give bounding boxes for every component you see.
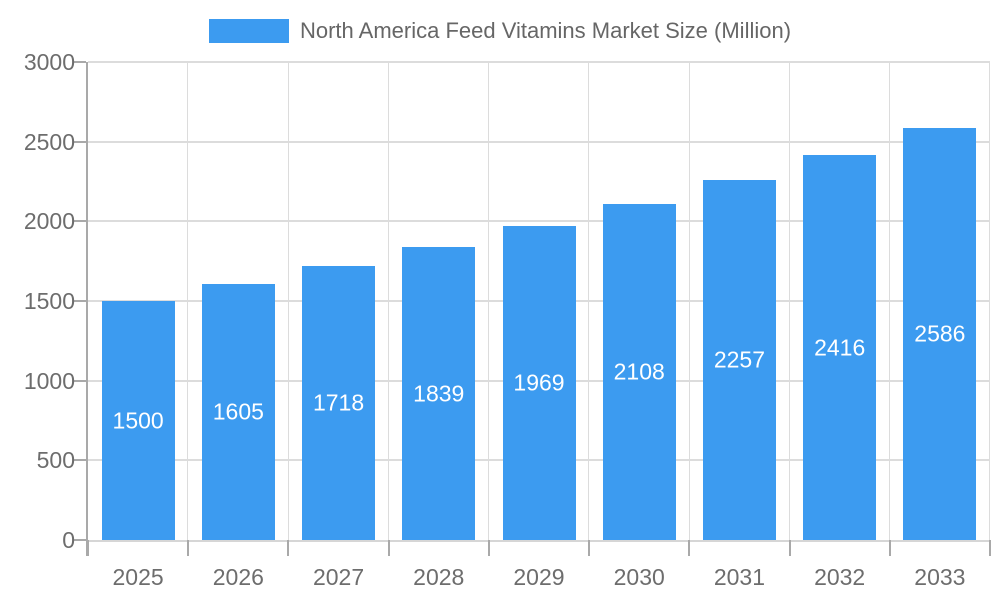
x-tick-label: 2028: [413, 564, 465, 590]
v-gridline: [287, 62, 289, 540]
plot-area: 0 500 1000 1500 2000 2500 3000 1500 2025 1605 2026…: [24, 49, 991, 590]
bar-2028[interactable]: 1839: [402, 247, 476, 540]
bar-value-label: 2586: [914, 320, 966, 347]
bar-value-label: 1500: [112, 407, 164, 433]
bar-value-label: 2108: [613, 358, 665, 385]
h-gridline: [88, 220, 990, 223]
bar-2029[interactable]: 1969: [502, 226, 576, 540]
x-tick-label: 2033: [914, 564, 966, 590]
bar-2032[interactable]: 2416: [803, 155, 877, 540]
x-tick-label: 2031: [713, 564, 766, 590]
x-tick: [87, 540, 89, 556]
chart-legend[interactable]: North America Feed Vitamins Market Size …: [0, 18, 1000, 44]
x-tick: [487, 540, 490, 556]
h-gridline: [88, 61, 990, 63]
x-tick: [187, 540, 190, 556]
v-gridline: [989, 62, 991, 540]
bar-2030[interactable]: 2108: [602, 204, 676, 540]
bar-value-label: 2257: [713, 346, 766, 373]
y-tick: [73, 300, 86, 302]
y-tick-label: 500: [36, 447, 75, 474]
y-tick: [73, 459, 86, 462]
x-tick-label: 2025: [112, 564, 164, 590]
bar-value-label: 1839: [413, 380, 465, 406]
v-gridline: [688, 62, 690, 540]
x-tick-label: 2030: [613, 564, 665, 590]
h-gridline: [88, 140, 990, 143]
y-tick: [73, 220, 86, 223]
x-tick: [387, 540, 390, 556]
bar-2027[interactable]: 1718: [302, 266, 376, 540]
x-tick-label: 2029: [513, 564, 565, 590]
x-tick: [287, 540, 290, 556]
x-tick: [788, 540, 791, 556]
x-axis-baseline: [88, 540, 990, 542]
x-tick: [989, 540, 991, 556]
bar-value-label: 1718: [312, 389, 365, 416]
y-tick-label: 1000: [23, 367, 75, 394]
v-gridline: [788, 62, 790, 540]
bar-value-label: 2416: [814, 334, 866, 361]
v-gridline: [588, 62, 590, 540]
y-tick-label: 3000: [23, 49, 75, 75]
x-tick-label: 2026: [212, 564, 264, 590]
x-tick-label: 2027: [312, 564, 365, 590]
v-gridline: [488, 62, 490, 540]
y-tick: [73, 61, 86, 63]
y-tick-label: 2500: [23, 128, 75, 155]
v-gridline: [387, 62, 389, 540]
legend-label: North America Feed Vitamins Market Size …: [299, 18, 792, 43]
y-axis-line: [86, 62, 88, 556]
bar-2025[interactable]: 1500: [101, 301, 175, 540]
y-tick: [73, 539, 86, 541]
bar-2033[interactable]: 2586: [903, 127, 977, 540]
legend-swatch-icon: [208, 19, 289, 43]
x-tick-label: 2032: [814, 564, 866, 590]
x-tick: [588, 540, 591, 556]
v-gridline: [889, 62, 891, 540]
bar-value-label: 1969: [513, 369, 565, 396]
bar-value-label: 1605: [212, 398, 264, 425]
v-gridline: [187, 62, 189, 540]
x-tick: [888, 540, 891, 556]
y-tick-label: 0: [62, 527, 75, 553]
x-tick: [688, 540, 691, 556]
bar-2031[interactable]: 2257: [702, 180, 776, 540]
y-tick: [73, 140, 86, 143]
y-tick: [73, 379, 86, 382]
y-tick-label: 2000: [23, 208, 75, 235]
y-tick-label: 1500: [23, 288, 75, 314]
bar-2026[interactable]: 1605: [201, 284, 275, 540]
